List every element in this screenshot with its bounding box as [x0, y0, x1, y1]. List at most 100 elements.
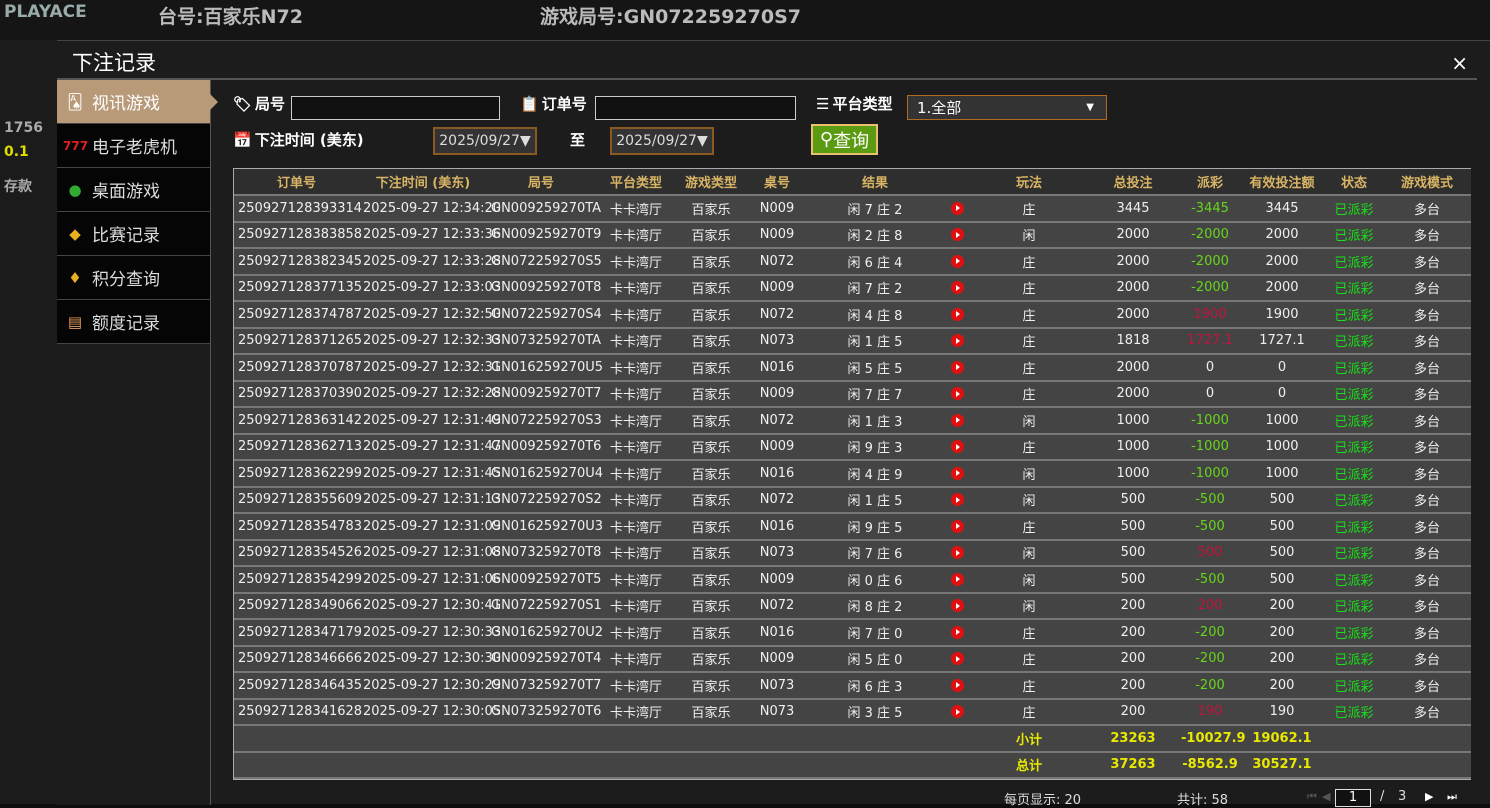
close-icon[interactable]: × [1451, 51, 1468, 75]
play-replay-icon[interactable] [950, 705, 964, 719]
cell-table-no: N009 [745, 274, 809, 302]
cell-game-mode: 多台 [1383, 274, 1471, 302]
header-total-bet: 总投注 [1085, 169, 1181, 196]
calendar-icon: 📅 [233, 130, 252, 149]
play-replay-icon[interactable] [950, 493, 964, 507]
cell-total-bet: 1000 [1085, 407, 1181, 435]
cell-platform: 卡卡湾厅 [595, 486, 677, 514]
play-replay-icon[interactable] [950, 625, 964, 639]
platform-select[interactable]: 1.全部 ▼ [907, 95, 1107, 120]
table-row: 250927128363142 2025-09-27 12:31:49 GN0722… [234, 407, 1471, 435]
table-row: 250927128393314 2025-09-27 12:34:20 GN0092… [234, 195, 1471, 223]
play-replay-icon[interactable] [950, 546, 964, 560]
sidebar-item-points[interactable]: ♦ 积分查询 [57, 256, 210, 300]
cell-order-no: 250927128362299 [234, 460, 362, 488]
prev-page-icon[interactable]: ◀ [1322, 790, 1331, 803]
cell-bet-type: 闲 [973, 486, 1085, 514]
table-row: 250927128349066 2025-09-27 12:30:41 GN0722… [234, 592, 1471, 620]
sidebar-item-credit-records[interactable]: ▤ 额度记录 [57, 300, 210, 344]
subtotal-label: 小计 [973, 725, 1085, 753]
cell-status: 已派彩 [1325, 433, 1383, 461]
cell-result: 闲 2 庄 8 [809, 221, 941, 249]
cell-payout: -500 [1181, 513, 1239, 541]
subtotal-valid-bet: 19062.1 [1239, 725, 1325, 753]
date-to-picker[interactable]: 2025/09/27▼ [610, 127, 714, 155]
play-replay-icon[interactable] [950, 652, 964, 666]
sidebar-item-slots[interactable]: 777 电子老虎机 [57, 124, 210, 168]
cell-valid-bet: 0 [1239, 380, 1325, 408]
play-replay-icon[interactable] [950, 519, 964, 533]
cell-game-mode: 多台 [1383, 460, 1471, 488]
cell-platform: 卡卡湾厅 [595, 513, 677, 541]
cell-game-mode: 多台 [1383, 539, 1471, 567]
cell-table-no: N016 [745, 460, 809, 488]
cell-total-bet: 2000 [1085, 354, 1181, 382]
tag-icon: 🏷 [233, 94, 253, 113]
play-replay-icon[interactable] [950, 360, 964, 374]
cell-game-mode: 多台 [1383, 672, 1471, 700]
play-replay-icon[interactable] [950, 678, 964, 692]
query-button[interactable]: ⚲ 查询 [811, 124, 878, 155]
chevron-down-icon: ▼ [1086, 102, 1094, 113]
play-replay-icon[interactable] [950, 254, 964, 268]
cell-order-no: 250927128393314 [234, 195, 362, 223]
page-count: 3 [1398, 789, 1407, 804]
cell-game-type: 百家乐 [677, 221, 745, 249]
empty-cell [745, 751, 809, 779]
play-replay-icon[interactable] [950, 334, 964, 348]
sidebar-item-match-records[interactable]: ◆ 比赛记录 [57, 212, 210, 256]
page-input[interactable]: 1 [1335, 789, 1371, 807]
cell-game-mode: 多台 [1383, 327, 1471, 355]
cell-valid-bet: 1000 [1239, 433, 1325, 461]
play-replay-icon[interactable] [950, 599, 964, 613]
play-replay-icon[interactable] [950, 440, 964, 454]
label-text: 订单号 [541, 95, 587, 113]
play-replay-icon[interactable] [950, 466, 964, 480]
cell-game-type: 百家乐 [677, 195, 745, 223]
cell-payout: -2000 [1181, 248, 1239, 276]
cell-table-no: N073 [745, 327, 809, 355]
play-replay-icon[interactable] [950, 572, 964, 586]
cell-round-no: GN009259270TA [487, 195, 601, 223]
play-replay-icon[interactable] [950, 201, 964, 215]
play-replay-icon[interactable] [950, 387, 964, 401]
play-replay-icon[interactable] [950, 307, 964, 321]
game-background-sidebar: 1756 0.1 存款 [0, 40, 57, 804]
cell-order-no: 250927128354783 [234, 513, 362, 541]
modal-title: 下注记录 [72, 51, 156, 75]
cell-game-type: 百家乐 [677, 380, 745, 408]
sidebar-item-label: 视讯游戏 [92, 94, 160, 114]
subtotal-payout: -10027.9 [1181, 725, 1246, 753]
cell-bet-time: 2025-09-27 12:31:08 [359, 539, 501, 567]
play-replay-icon[interactable] [950, 413, 964, 427]
cell-result: 闲 9 庄 5 [809, 513, 941, 541]
cell-game-type: 百家乐 [677, 539, 745, 567]
first-page-icon[interactable]: ⏮ [1307, 790, 1317, 803]
date-from-picker[interactable]: 2025/09/27▼ [433, 127, 537, 155]
cell-game-type: 百家乐 [677, 592, 745, 620]
next-page-icon[interactable]: ▶ [1425, 790, 1434, 803]
cell-platform: 卡卡湾厅 [595, 672, 677, 700]
order-input[interactable] [595, 96, 796, 120]
cell-payout: 200 [1181, 592, 1239, 620]
sidebar-item-live-games[interactable]: 🂡 视讯游戏 [57, 80, 218, 124]
cell-payout: -1000 [1181, 433, 1239, 461]
total-count-text: 共计: 58 [1177, 793, 1229, 808]
play-replay-icon[interactable] [950, 228, 964, 242]
deposit-link[interactable]: 存款 [4, 179, 32, 195]
round-input[interactable] [291, 96, 500, 120]
sidebar-item-table-games[interactable]: ● 桌面游戏 [57, 168, 210, 212]
cell-total-bet: 1818 [1085, 327, 1181, 355]
divider [57, 78, 1477, 80]
cell-platform: 卡卡湾厅 [595, 566, 677, 594]
play-replay-icon[interactable] [950, 281, 964, 295]
cell-game-type: 百家乐 [677, 354, 745, 382]
cell-payout: -500 [1181, 486, 1239, 514]
last-page-icon[interactable]: ⏭ [1447, 790, 1457, 803]
table-row: 250927128346435 2025-09-27 12:30:29 GN0732… [234, 672, 1471, 700]
empty-cell [359, 751, 487, 779]
cell-status: 已派彩 [1325, 195, 1383, 223]
table-row: 250927128341628 2025-09-27 12:30:05 GN0732… [234, 698, 1471, 726]
cell-table-no: N009 [745, 433, 809, 461]
cell-order-no: 250927128382345 [234, 248, 362, 276]
